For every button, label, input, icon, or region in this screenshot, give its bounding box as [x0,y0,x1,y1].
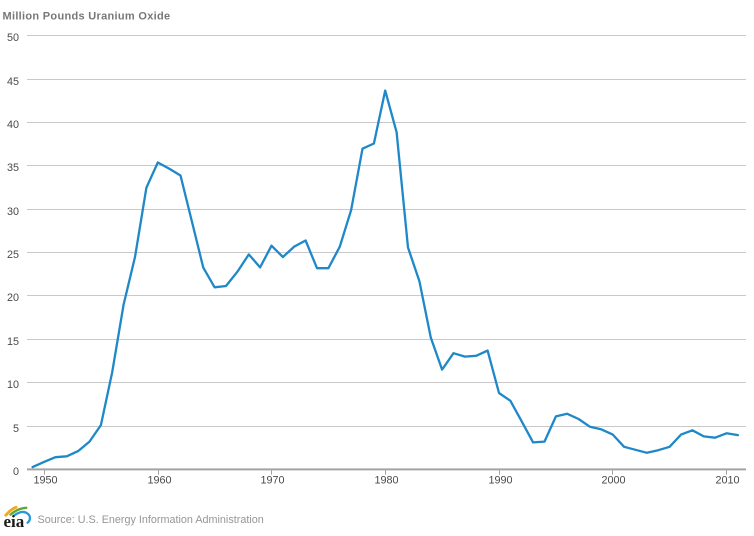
svg-text:1950: 1950 [33,474,57,486]
svg-text:2000: 2000 [601,474,625,486]
svg-text:20: 20 [7,292,19,304]
svg-text:Source: U.S. Energy Informatio: Source: U.S. Energy Information Administ… [38,514,264,526]
svg-text:5: 5 [13,423,19,435]
svg-text:0: 0 [13,466,19,478]
svg-text:eia: eia [4,512,25,531]
svg-text:45: 45 [7,76,19,88]
svg-text:2010: 2010 [715,474,739,486]
svg-text:1980: 1980 [374,474,398,486]
svg-text:1970: 1970 [260,474,284,486]
svg-text:Million Pounds Uranium Oxide: Million Pounds Uranium Oxide [3,10,171,22]
svg-text:50: 50 [7,32,19,44]
svg-text:15: 15 [7,336,19,348]
svg-text:30: 30 [7,206,19,218]
svg-text:25: 25 [7,249,19,261]
svg-text:1960: 1960 [147,474,171,486]
svg-text:40: 40 [7,119,19,131]
svg-text:35: 35 [7,162,19,174]
svg-text:1990: 1990 [488,474,512,486]
svg-text:10: 10 [7,379,19,391]
